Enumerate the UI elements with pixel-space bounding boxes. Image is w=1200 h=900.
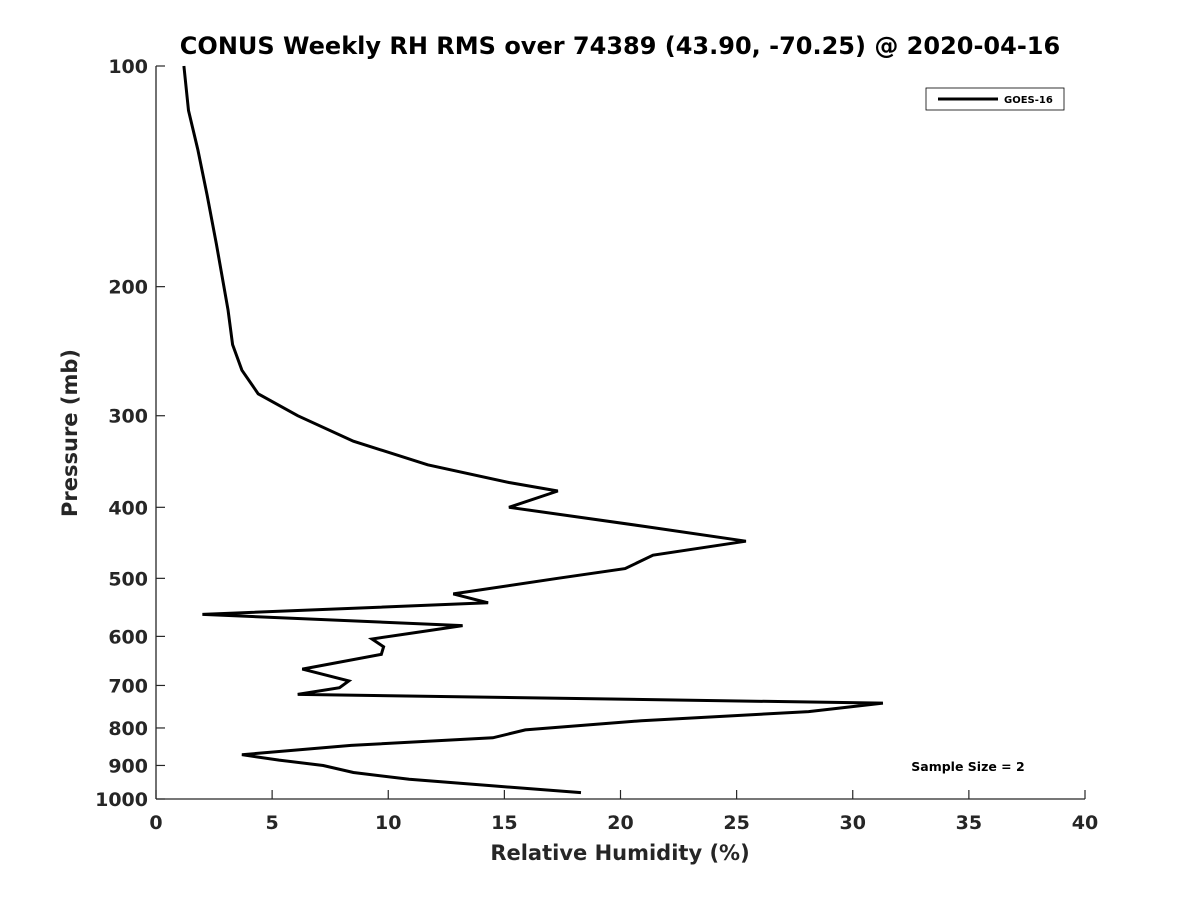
y-tick-label: 800 [108,718,148,740]
x-tick-label: 25 [723,812,749,834]
plot-area: 0 5 10 15 20 25 30 35 40 100 200 300 400 500 600 700 80… [95,56,1098,834]
y-axis-label: Pressure (mb) [58,349,82,517]
x-tick-label: 0 [149,812,162,834]
y-tick-label: 300 [108,406,148,428]
y-ticks: 100 200 300 400 500 600 700 800 900 1000 [95,56,165,811]
y-tick-label: 200 [108,277,148,299]
y-tick-label: 600 [108,626,148,648]
x-ticks: 0 5 10 15 20 25 30 35 40 [149,790,1098,834]
x-tick-label: 20 [607,812,633,834]
y-tick-label: 1000 [95,789,148,811]
sample-size-annotation: Sample Size = 2 [911,759,1024,774]
x-tick-label: 30 [840,812,866,834]
y-tick-label: 700 [108,675,148,697]
x-tick-label: 40 [1072,812,1098,834]
x-tick-label: 15 [491,812,517,834]
chart-title: CONUS Weekly RH RMS over 74389 (43.90, -… [180,32,1060,60]
legend: GOES-16 [925,87,1065,111]
x-axis-label: Relative Humidity (%) [490,841,749,865]
legend-label-goes-16: GOES-16 [1004,95,1053,106]
y-tick-label: 900 [108,755,148,777]
y-tick-label: 100 [108,56,148,78]
y-tick-label: 500 [108,568,148,590]
x-tick-label: 35 [956,812,982,834]
x-tick-label: 5 [266,812,279,834]
series-line-goes-16 [182,65,884,795]
x-tick-label: 10 [375,812,401,834]
y-tick-label: 400 [108,497,148,519]
